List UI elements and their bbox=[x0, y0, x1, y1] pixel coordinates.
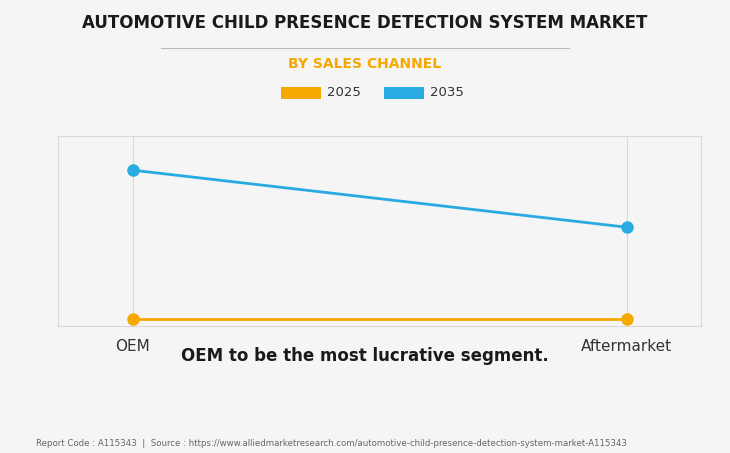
Text: Report Code : A115343  |  Source : https://www.alliedmarketresearch.com/automoti: Report Code : A115343 | Source : https:/… bbox=[36, 439, 628, 448]
Text: BY SALES CHANNEL: BY SALES CHANNEL bbox=[288, 57, 442, 71]
Text: AUTOMOTIVE CHILD PRESENCE DETECTION SYSTEM MARKET: AUTOMOTIVE CHILD PRESENCE DETECTION SYST… bbox=[82, 14, 648, 32]
Text: OEM to be the most lucrative segment.: OEM to be the most lucrative segment. bbox=[181, 347, 549, 365]
Text: 2025: 2025 bbox=[327, 87, 361, 99]
Text: 2035: 2035 bbox=[430, 87, 464, 99]
